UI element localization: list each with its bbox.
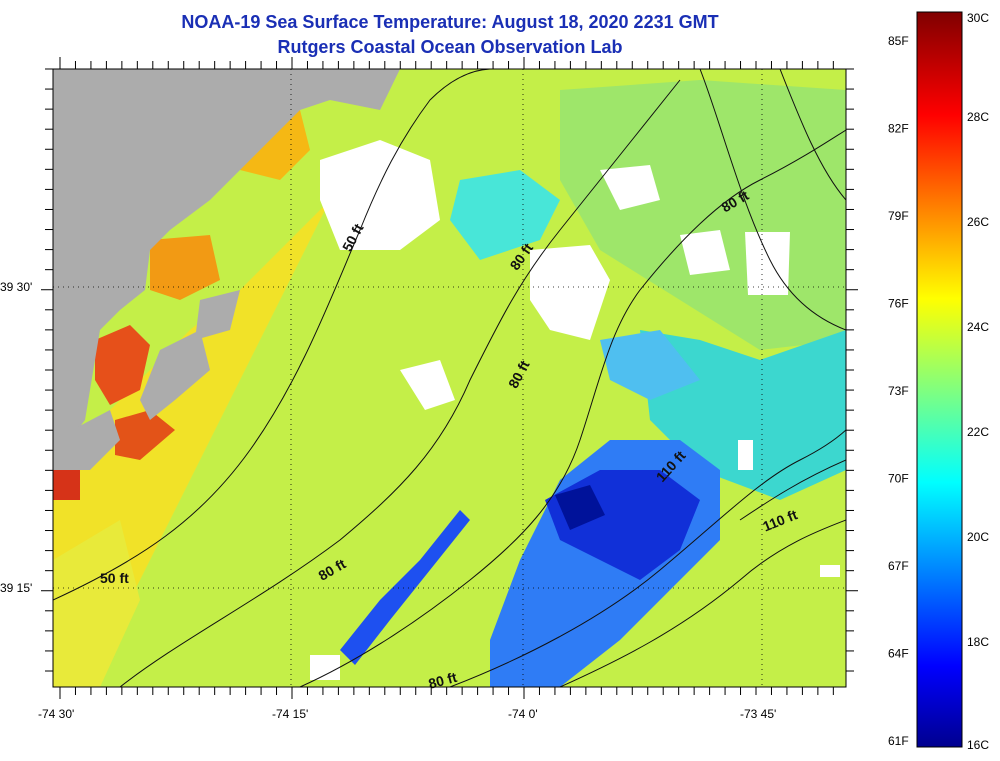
cloud [310, 655, 340, 680]
contour-label: 50 ft [100, 570, 129, 586]
map-subtitle: Rutgers Coastal Ocean Observation Lab [277, 37, 623, 57]
colorbar-celsius-label: 18C [967, 635, 989, 649]
colorbar-fahrenheit-labels: 85F 82F 79F 76F 73F 70F 67F 64F 61F [888, 34, 909, 748]
map-frame [52, 68, 847, 688]
x-tick-label: -74 15' [272, 707, 308, 721]
cloud [320, 140, 440, 250]
bathymetry-contours [53, 69, 846, 687]
y-tick-label: 39 30' [0, 280, 32, 294]
x-tick-label: -74 0' [508, 707, 538, 721]
colorbar-fahrenheit-label: 64F [888, 647, 909, 661]
colorbar [916, 11, 963, 748]
warm-zone-south [53, 520, 140, 687]
colorbar-fahrenheit-label: 82F [888, 122, 909, 136]
land-south [53, 410, 120, 470]
land-bay [140, 330, 210, 420]
y-tick-label: 39 15' [0, 581, 32, 595]
hot-nearshore [95, 325, 150, 405]
cloud [680, 230, 730, 275]
graticule [53, 69, 846, 687]
cold-streak [340, 510, 470, 665]
orange-nearshore [150, 235, 220, 300]
colorbar-fahrenheit-label: 61F [888, 734, 909, 748]
cold-core-deep [555, 485, 605, 530]
colorbar-fahrenheit-label: 76F [888, 297, 909, 311]
hot-nearshore-2 [115, 410, 175, 460]
colorbar-celsius-label: 28C [967, 110, 989, 124]
x-tick-label: -73 45' [740, 707, 776, 721]
x-tick-label: -74 30' [38, 707, 74, 721]
map-title: NOAA-19 Sea Surface Temperature: August … [181, 12, 719, 32]
colorbar-fahrenheit-label: 85F [888, 34, 909, 48]
colorbar-fahrenheit-label: 70F [888, 472, 909, 486]
cyan-patch [450, 170, 560, 260]
colorbar-fahrenheit-label: 67F [888, 559, 909, 573]
colorbar-celsius-label: 30C [967, 11, 989, 25]
colorbar-celsius-label: 26C [967, 215, 989, 229]
colorbar-celsius-label: 20C [967, 530, 989, 544]
sst-field [53, 69, 846, 687]
cloud [600, 165, 660, 210]
colorbar-celsius-label: 24C [967, 320, 989, 334]
contour-label: 80 ft [427, 669, 459, 692]
colorbar-celsius-label: 22C [967, 425, 989, 439]
cyan-patch-2 [600, 330, 700, 400]
cloud [745, 232, 790, 295]
colorbar-fahrenheit-label: 79F [888, 209, 909, 223]
cloud [530, 245, 610, 340]
colorbar-celsius-label: 16C [967, 738, 989, 752]
cloud [738, 440, 753, 470]
colorbar-celsius-labels: 30C 28C 26C 24C 22C 20C 18C 16C [967, 11, 989, 752]
land-inlet [195, 290, 240, 340]
colorbar-fahrenheit-label: 73F [888, 384, 909, 398]
cloud [820, 565, 840, 577]
land [53, 69, 400, 440]
axis-ticks [41, 57, 858, 699]
cloud [400, 360, 455, 410]
